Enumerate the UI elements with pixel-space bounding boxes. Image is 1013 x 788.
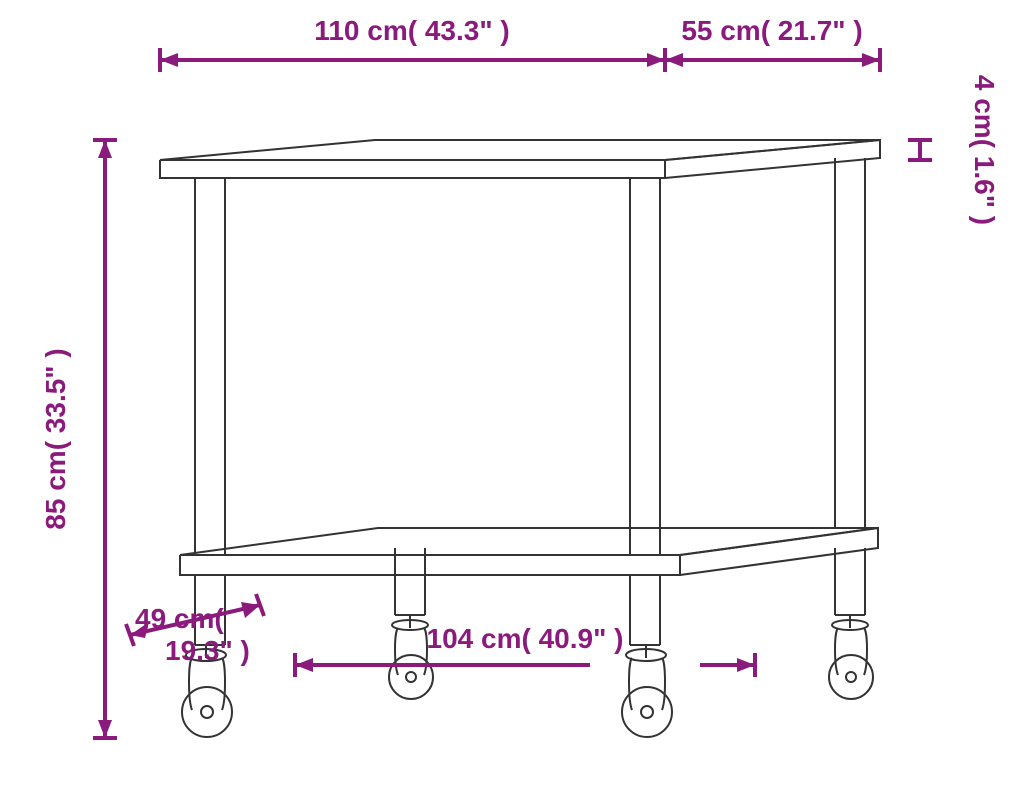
dim-shelf-depth-label-a: 49 cm( bbox=[135, 603, 224, 634]
dim-top-depth: 55 cm( 21.7" ) bbox=[665, 15, 880, 72]
dim-side-thickness: 4 cm( 1.6" ) bbox=[908, 75, 1000, 225]
dim-side-thickness-label: 4 cm( 1.6" ) bbox=[969, 75, 1000, 225]
dim-side-height-label: 85 cm( 33.5" ) bbox=[40, 348, 71, 529]
dim-side-height: 85 cm( 33.5" ) bbox=[40, 140, 117, 738]
dim-shelf-width: 104 cm( 40.9" ) bbox=[295, 623, 755, 677]
dim-top-width-label: 110 cm( 43.3" ) bbox=[314, 15, 509, 46]
dim-shelf-depth: 49 cm( 19.3" ) bbox=[126, 594, 264, 666]
dim-top-depth-label: 55 cm( 21.7" ) bbox=[681, 15, 862, 46]
dim-shelf-depth-label-b: 19.3" ) bbox=[165, 635, 250, 666]
dim-top-width: 110 cm( 43.3" ) bbox=[160, 15, 665, 72]
dim-shelf-width-label: 104 cm( 40.9" ) bbox=[427, 623, 624, 654]
dimension-diagram: 110 cm( 43.3" ) 55 cm( 21.7" ) 4 cm( 1.6… bbox=[0, 0, 1013, 788]
